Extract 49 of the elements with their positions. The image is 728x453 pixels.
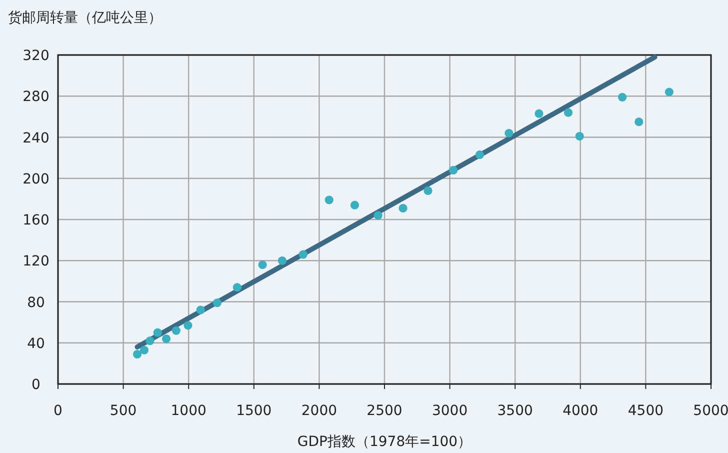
x-tick-label: 3500 bbox=[497, 403, 533, 419]
point bbox=[534, 109, 544, 118]
y-tick-label: 40 bbox=[27, 336, 45, 352]
y-tick-label: 320 bbox=[22, 48, 50, 64]
point bbox=[475, 150, 484, 160]
y-tick-label: 240 bbox=[22, 130, 50, 146]
point bbox=[140, 346, 148, 354]
point bbox=[298, 250, 308, 259]
x-tick-label: 4000 bbox=[562, 403, 598, 419]
x-axis-title: GDP指数（1978年=100） bbox=[297, 434, 472, 450]
y-tick-label: 0 bbox=[32, 377, 40, 393]
point bbox=[324, 196, 334, 204]
y-tick-label: 200 bbox=[22, 171, 50, 188]
point bbox=[398, 204, 408, 212]
x-tick-label: 5000 bbox=[693, 403, 728, 419]
y-axis-title: 货邮周转量（亿吨公里） bbox=[8, 10, 162, 26]
point bbox=[424, 186, 432, 196]
x-tick-label: 1000 bbox=[170, 403, 206, 419]
point bbox=[132, 350, 142, 358]
point bbox=[153, 328, 162, 337]
y-tick-label: 160 bbox=[22, 212, 50, 228]
x-tick-label: 0 bbox=[54, 403, 62, 419]
x-tick-label: 500 bbox=[110, 403, 137, 419]
point bbox=[232, 283, 242, 292]
x-tick-label: 3000 bbox=[432, 403, 468, 419]
y-tick-label: 120 bbox=[22, 254, 50, 270]
point bbox=[172, 326, 180, 335]
y-tick-label: 80 bbox=[27, 294, 45, 311]
x-tick-label: 2500 bbox=[366, 403, 402, 419]
x-tick-label: 2000 bbox=[301, 403, 338, 419]
point bbox=[575, 132, 584, 141]
point bbox=[278, 256, 287, 265]
point bbox=[449, 166, 458, 174]
y-tick-label: 280 bbox=[22, 89, 50, 106]
point bbox=[258, 260, 267, 270]
point bbox=[664, 88, 674, 96]
point bbox=[162, 334, 171, 344]
point bbox=[374, 211, 382, 220]
x-tick-label: 1500 bbox=[236, 403, 272, 419]
point bbox=[350, 200, 360, 210]
point bbox=[504, 128, 514, 138]
point bbox=[196, 306, 205, 314]
point bbox=[212, 298, 222, 308]
x-tick-label: 4500 bbox=[628, 403, 664, 419]
point bbox=[634, 118, 644, 126]
point bbox=[564, 108, 573, 117]
point bbox=[618, 92, 627, 102]
point bbox=[146, 336, 154, 346]
point bbox=[184, 321, 192, 330]
